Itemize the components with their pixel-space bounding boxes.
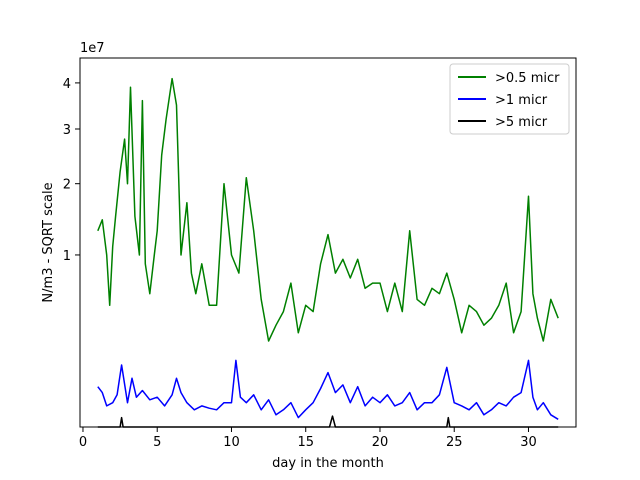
legend: >0.5 micr >1 micr >5 micr — [449, 63, 570, 135]
legend-box — [449, 63, 570, 135]
legend-entry: >0.5 micr — [495, 71, 560, 86]
y-tick-label: 4 — [63, 77, 71, 92]
series-line-2 — [97, 359, 559, 420]
y-tick-label: 2 — [63, 178, 71, 193]
x-tick-label: 5 — [153, 435, 161, 450]
y-offset-label: 1e7 — [80, 41, 105, 56]
y-axis-label: N/m3 - SQRT scale — [41, 182, 56, 302]
x-tick-label: 25 — [446, 435, 463, 450]
legend-entry: >5 micr — [495, 115, 548, 130]
x-tick-label: 20 — [372, 435, 389, 450]
y-axis: 1 2 3 4 — [63, 77, 80, 264]
x-tick-label: 15 — [297, 435, 314, 450]
legend-entry: >1 micr — [495, 93, 548, 108]
x-tick-label: 30 — [520, 435, 537, 450]
y-tick-label: 3 — [63, 123, 71, 138]
y-tick-label: 1 — [63, 249, 71, 264]
x-tick-label: 10 — [223, 435, 240, 450]
x-axis: 0 5 10 15 20 25 30 — [79, 427, 537, 450]
plot-frame — [79, 57, 577, 428]
x-axis-label: day in the month — [272, 456, 384, 471]
x-tick-label: 0 — [79, 435, 87, 450]
series-line-1 — [97, 77, 559, 342]
